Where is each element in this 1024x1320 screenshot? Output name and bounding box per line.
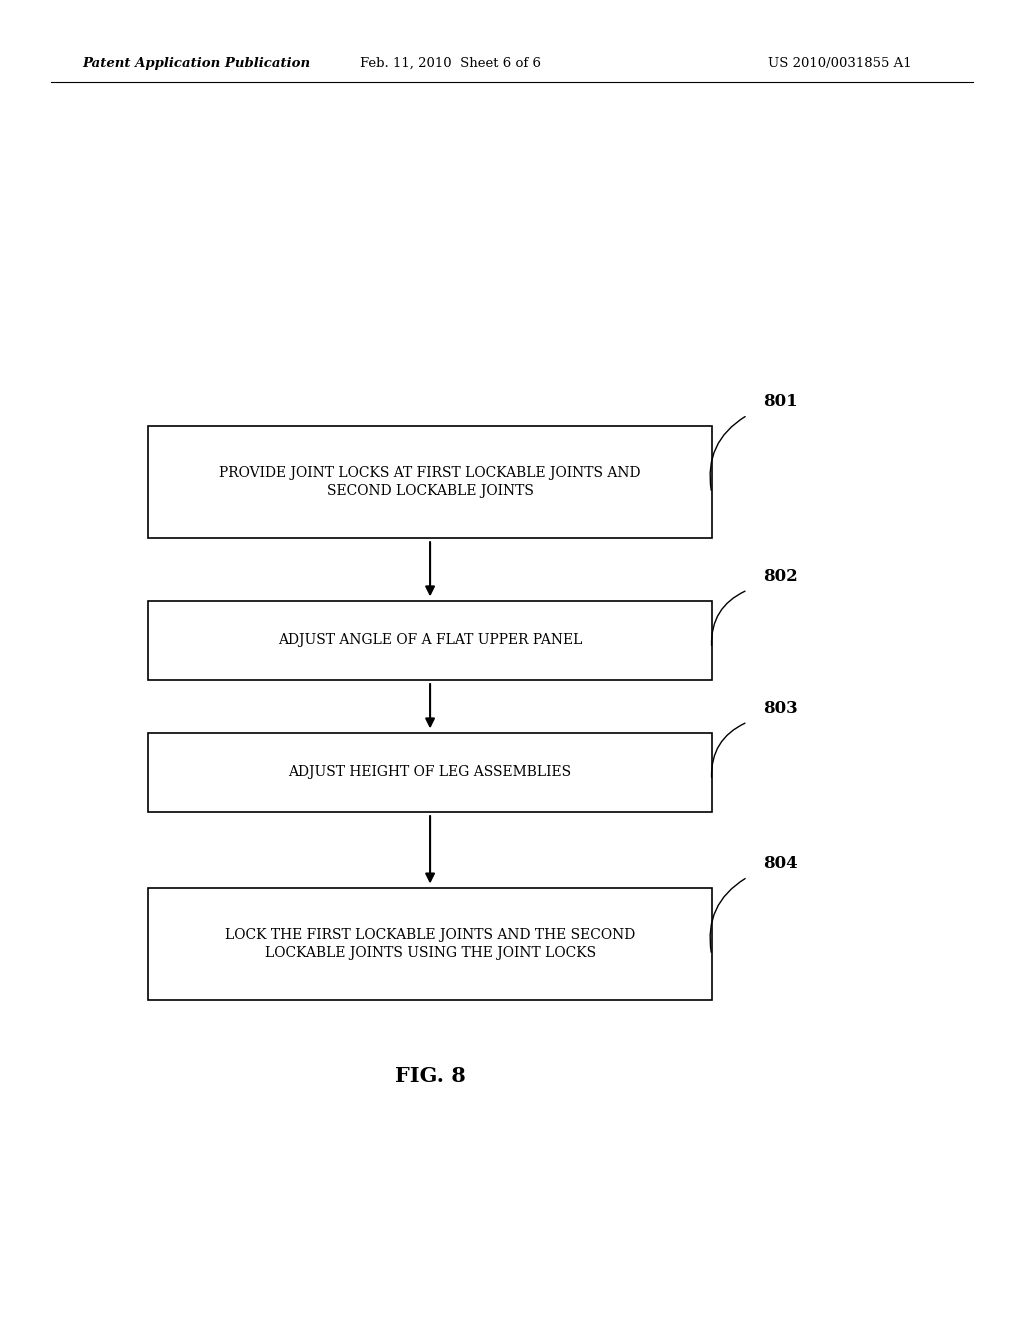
Text: Feb. 11, 2010  Sheet 6 of 6: Feb. 11, 2010 Sheet 6 of 6 bbox=[360, 57, 541, 70]
Text: US 2010/0031855 A1: US 2010/0031855 A1 bbox=[768, 57, 911, 70]
Text: Patent Application Publication: Patent Application Publication bbox=[82, 57, 310, 70]
Bar bbox=[148, 425, 712, 539]
Text: ADJUST HEIGHT OF LEG ASSEMBLIES: ADJUST HEIGHT OF LEG ASSEMBLIES bbox=[289, 766, 571, 779]
Text: 802: 802 bbox=[763, 569, 798, 585]
Bar bbox=[148, 601, 712, 680]
Text: 804: 804 bbox=[763, 855, 798, 873]
Text: FIG. 8: FIG. 8 bbox=[394, 1065, 466, 1086]
Text: LOCK THE FIRST LOCKABLE JOINTS AND THE SECOND
LOCKABLE JOINTS USING THE JOINT LO: LOCK THE FIRST LOCKABLE JOINTS AND THE S… bbox=[225, 928, 635, 960]
Text: 801: 801 bbox=[763, 393, 798, 411]
Bar bbox=[148, 733, 712, 812]
Text: ADJUST ANGLE OF A FLAT UPPER PANEL: ADJUST ANGLE OF A FLAT UPPER PANEL bbox=[278, 634, 583, 647]
Bar bbox=[148, 888, 712, 1001]
Text: 803: 803 bbox=[763, 701, 798, 717]
Text: PROVIDE JOINT LOCKS AT FIRST LOCKABLE JOINTS AND
SECOND LOCKABLE JOINTS: PROVIDE JOINT LOCKS AT FIRST LOCKABLE JO… bbox=[219, 466, 641, 498]
